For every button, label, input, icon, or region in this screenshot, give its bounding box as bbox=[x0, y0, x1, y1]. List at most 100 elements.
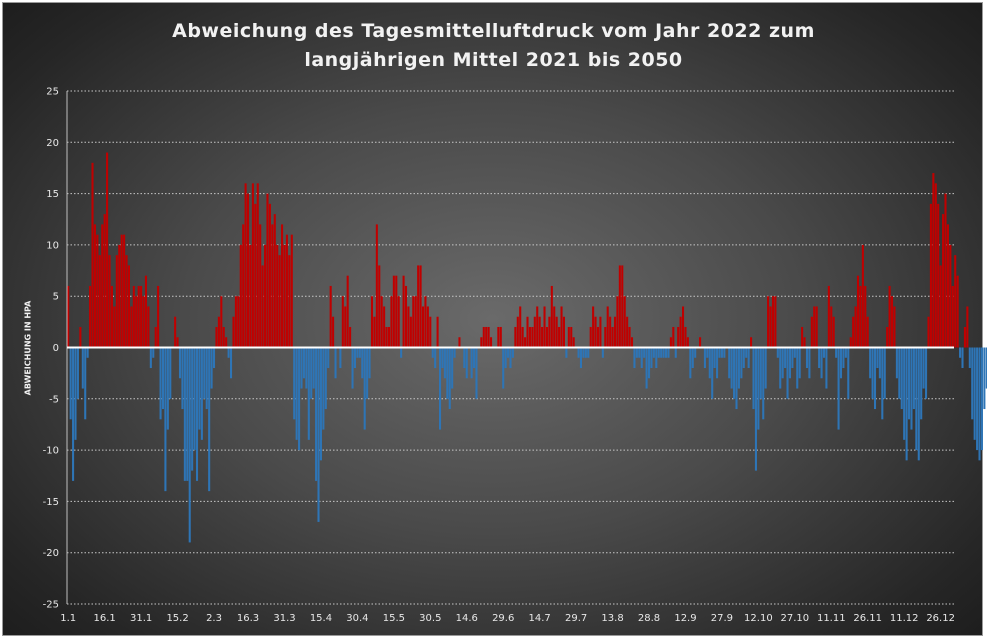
bar bbox=[256, 183, 259, 348]
bar bbox=[103, 214, 106, 348]
bar bbox=[730, 347, 733, 389]
bar bbox=[380, 296, 383, 348]
bar bbox=[531, 326, 534, 348]
bar bbox=[93, 224, 96, 348]
bar bbox=[120, 234, 123, 348]
bar bbox=[985, 347, 987, 389]
bar bbox=[752, 347, 755, 410]
bar bbox=[409, 316, 412, 348]
bar bbox=[592, 306, 595, 348]
bar bbox=[397, 296, 400, 348]
bar bbox=[392, 275, 395, 348]
bar bbox=[689, 347, 692, 379]
bar bbox=[490, 337, 493, 348]
bar bbox=[205, 347, 208, 410]
bar bbox=[869, 347, 872, 379]
bar bbox=[774, 296, 777, 348]
bar bbox=[339, 347, 342, 369]
bar bbox=[718, 347, 721, 358]
bar bbox=[378, 265, 381, 348]
bar bbox=[332, 316, 335, 348]
y-tick-label: -25 bbox=[43, 600, 59, 611]
bar bbox=[247, 193, 250, 348]
bar bbox=[886, 326, 889, 348]
bar bbox=[796, 347, 799, 389]
bar bbox=[404, 285, 408, 348]
x-tick-label: 15.2 bbox=[166, 613, 188, 624]
bar bbox=[956, 275, 959, 348]
bar bbox=[429, 316, 432, 348]
bar bbox=[463, 347, 466, 369]
bar bbox=[108, 255, 111, 348]
bar bbox=[251, 183, 254, 348]
bar bbox=[436, 316, 439, 348]
bar bbox=[662, 347, 665, 358]
bar bbox=[176, 337, 179, 348]
bar bbox=[140, 285, 143, 348]
bar bbox=[645, 347, 648, 389]
x-tick-label: 16.3 bbox=[237, 613, 259, 624]
bar bbox=[647, 347, 651, 379]
bar bbox=[193, 347, 196, 451]
bar bbox=[373, 316, 376, 348]
y-tick-label: 10 bbox=[46, 240, 59, 251]
bar bbox=[754, 347, 757, 471]
bar bbox=[543, 306, 546, 348]
bar bbox=[791, 347, 794, 369]
bar bbox=[327, 347, 330, 369]
bar bbox=[944, 193, 947, 348]
x-tick-label: 31.3 bbox=[273, 613, 295, 624]
bar bbox=[421, 306, 425, 348]
bar bbox=[225, 337, 228, 348]
bar bbox=[626, 316, 629, 348]
bar bbox=[859, 285, 862, 348]
bar bbox=[801, 326, 804, 348]
bar bbox=[830, 306, 833, 348]
bar bbox=[815, 306, 818, 348]
bar bbox=[898, 347, 901, 399]
bar bbox=[426, 306, 429, 348]
bar bbox=[781, 347, 784, 379]
bar bbox=[480, 337, 483, 348]
bar bbox=[181, 347, 184, 410]
x-tick-label: 26.12 bbox=[926, 613, 955, 624]
bar bbox=[144, 275, 148, 348]
bar bbox=[96, 234, 99, 348]
bar bbox=[750, 337, 753, 348]
bar bbox=[67, 285, 70, 348]
bar bbox=[788, 347, 791, 379]
bar bbox=[550, 285, 553, 348]
bar bbox=[276, 244, 279, 348]
y-tick-label: -5 bbox=[49, 394, 59, 405]
bars bbox=[67, 152, 987, 543]
bar bbox=[832, 316, 835, 348]
bar bbox=[558, 326, 561, 348]
bar bbox=[548, 316, 551, 348]
bar bbox=[497, 326, 500, 348]
bar bbox=[217, 316, 220, 348]
bar bbox=[385, 326, 388, 348]
bar bbox=[711, 347, 714, 399]
y-tick-label: -10 bbox=[43, 446, 59, 457]
bar bbox=[254, 203, 257, 348]
bar bbox=[917, 347, 920, 461]
bar bbox=[723, 347, 726, 358]
x-tick-label: 29.7 bbox=[565, 613, 587, 624]
x-tick-label: 29.6 bbox=[492, 613, 514, 624]
bar bbox=[951, 285, 954, 348]
bar bbox=[220, 296, 223, 348]
bar bbox=[268, 203, 271, 348]
bar bbox=[679, 316, 682, 348]
x-tick-label: 12.10 bbox=[744, 613, 773, 624]
x-tick-label: 15.5 bbox=[383, 613, 405, 624]
bar bbox=[351, 347, 354, 389]
y-tick-label: -20 bbox=[43, 548, 59, 559]
bar bbox=[803, 337, 806, 348]
bar bbox=[660, 347, 663, 358]
bar bbox=[451, 347, 454, 389]
bar bbox=[652, 347, 655, 358]
bar bbox=[776, 347, 779, 358]
bar bbox=[866, 316, 869, 348]
bar bbox=[541, 326, 544, 348]
